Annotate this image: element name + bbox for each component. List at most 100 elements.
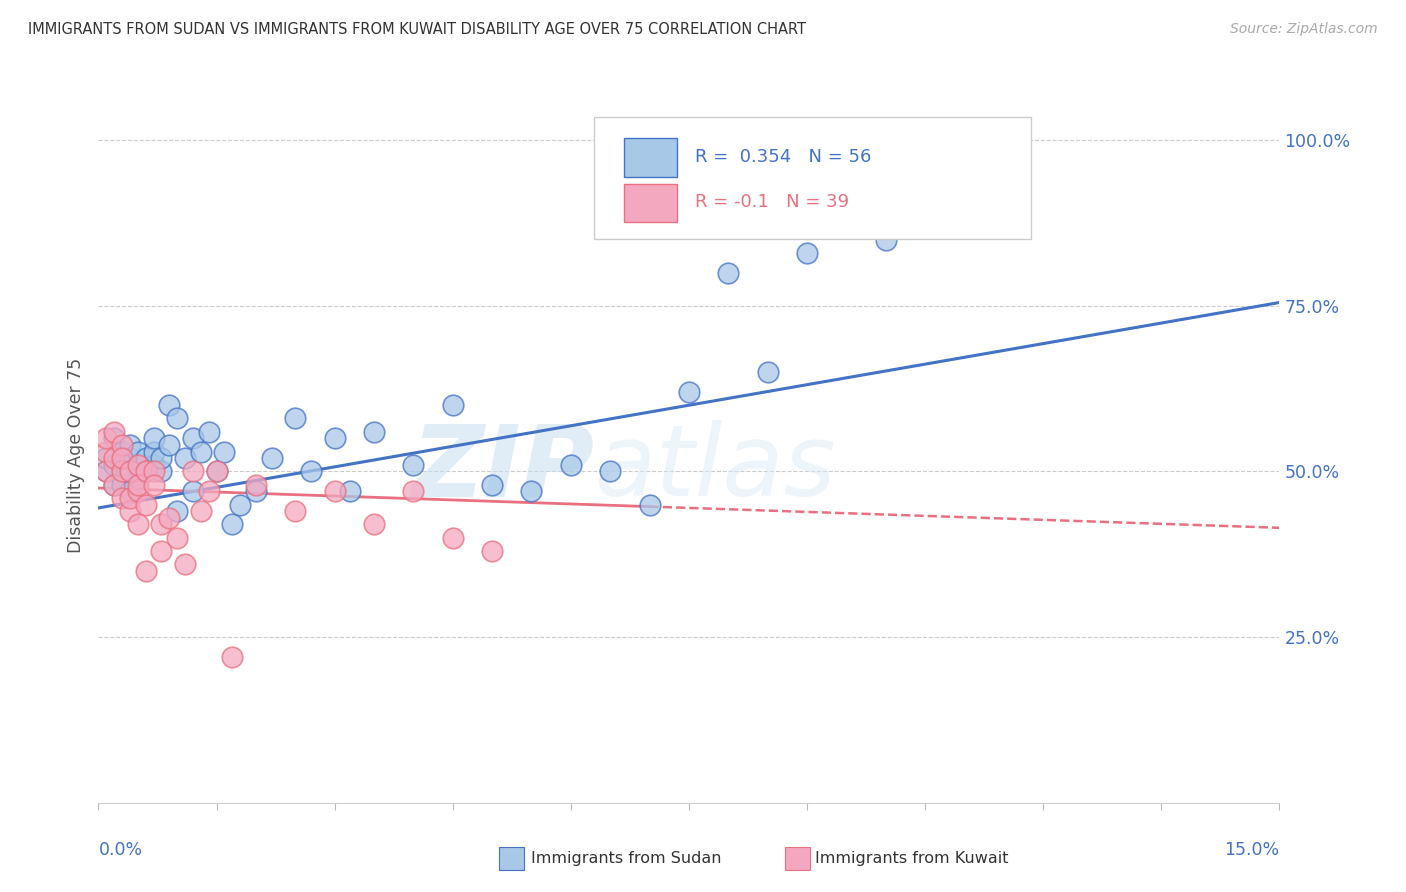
Point	[118, 465, 141, 479]
Point	[96, 465, 118, 479]
Point	[118, 465, 141, 479]
Text: Source: ZipAtlas.com: Source: ZipAtlas.com	[1230, 22, 1378, 37]
Point	[103, 458, 125, 472]
Point	[166, 411, 188, 425]
Point	[127, 458, 149, 472]
Point	[157, 438, 180, 452]
Point	[135, 465, 157, 479]
Point	[150, 544, 173, 558]
Point	[260, 451, 283, 466]
Point	[103, 477, 125, 491]
Point	[441, 531, 464, 545]
Point	[135, 564, 157, 578]
Point	[197, 484, 219, 499]
Point	[181, 431, 204, 445]
Point	[127, 484, 149, 499]
Point	[323, 484, 346, 499]
Point	[118, 438, 141, 452]
Point	[363, 517, 385, 532]
Point	[481, 544, 503, 558]
FancyBboxPatch shape	[624, 184, 678, 222]
Point	[135, 465, 157, 479]
Point	[127, 458, 149, 472]
Point	[135, 498, 157, 512]
Point	[118, 484, 141, 499]
Point	[323, 431, 346, 445]
Point	[96, 431, 118, 445]
Point	[118, 451, 141, 466]
Point	[875, 233, 897, 247]
Point	[214, 444, 236, 458]
Point	[339, 484, 361, 499]
Text: IMMIGRANTS FROM SUDAN VS IMMIGRANTS FROM KUWAIT DISABILITY AGE OVER 75 CORRELATI: IMMIGRANTS FROM SUDAN VS IMMIGRANTS FROM…	[28, 22, 806, 37]
Point	[103, 425, 125, 439]
Point	[150, 451, 173, 466]
Point	[111, 491, 134, 505]
Point	[481, 477, 503, 491]
Point	[190, 504, 212, 518]
Point	[127, 477, 149, 491]
Point	[96, 444, 118, 458]
Point	[221, 517, 243, 532]
Point	[103, 431, 125, 445]
Point	[284, 504, 307, 518]
Point	[127, 517, 149, 532]
Point	[174, 451, 197, 466]
Point	[111, 458, 134, 472]
Point	[229, 498, 252, 512]
Point	[111, 438, 134, 452]
FancyBboxPatch shape	[595, 118, 1032, 239]
Point	[181, 465, 204, 479]
Point	[205, 465, 228, 479]
Point	[174, 558, 197, 572]
Point	[142, 465, 165, 479]
Text: Immigrants from Sudan: Immigrants from Sudan	[531, 852, 721, 866]
Point	[717, 266, 740, 280]
Point	[363, 425, 385, 439]
Point	[135, 451, 157, 466]
Point	[796, 245, 818, 260]
Point	[111, 465, 134, 479]
Point	[181, 484, 204, 499]
Point	[560, 458, 582, 472]
Point	[402, 458, 425, 472]
Point	[197, 425, 219, 439]
Point	[299, 465, 322, 479]
Y-axis label: Disability Age Over 75: Disability Age Over 75	[66, 358, 84, 552]
Point	[205, 465, 228, 479]
FancyBboxPatch shape	[624, 138, 678, 177]
Point	[157, 398, 180, 412]
Point	[756, 365, 779, 379]
Point	[127, 444, 149, 458]
Point	[150, 517, 173, 532]
Point	[111, 465, 134, 479]
Point	[245, 477, 267, 491]
Point	[190, 444, 212, 458]
Point	[599, 465, 621, 479]
Point	[402, 484, 425, 499]
Text: ZIP: ZIP	[412, 420, 595, 517]
Point	[638, 498, 661, 512]
Text: atlas: atlas	[595, 420, 837, 517]
Text: 15.0%: 15.0%	[1225, 841, 1279, 859]
Point	[96, 451, 118, 466]
Point	[103, 451, 125, 466]
Point	[678, 384, 700, 399]
Point	[221, 650, 243, 665]
Point	[118, 491, 141, 505]
Point	[96, 465, 118, 479]
Point	[111, 471, 134, 485]
Point	[166, 531, 188, 545]
Point	[150, 465, 173, 479]
Point	[118, 504, 141, 518]
Point	[127, 471, 149, 485]
Point	[441, 398, 464, 412]
Point	[245, 484, 267, 499]
Text: Immigrants from Kuwait: Immigrants from Kuwait	[815, 852, 1010, 866]
Point	[284, 411, 307, 425]
Point	[142, 477, 165, 491]
Point	[520, 484, 543, 499]
Point	[103, 477, 125, 491]
Point	[166, 504, 188, 518]
Point	[142, 431, 165, 445]
